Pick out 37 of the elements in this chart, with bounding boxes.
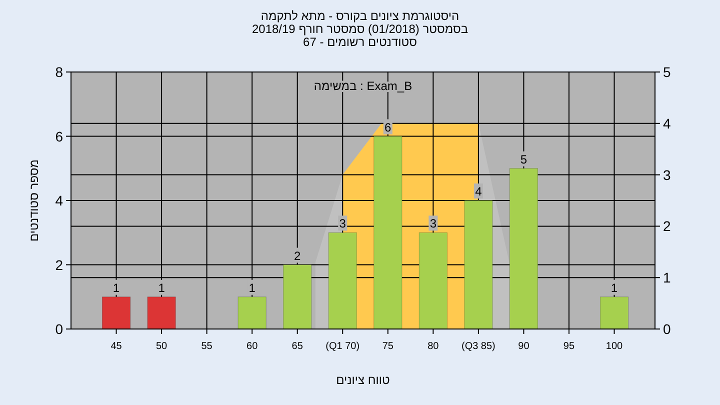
y2-tick-label: 2 xyxy=(663,218,671,234)
x-tick-label: 65 xyxy=(292,341,304,352)
x-tick-label: 100 xyxy=(606,341,624,352)
y2-tick-label: 0 xyxy=(663,321,671,337)
y2-tick-label: 3 xyxy=(663,166,671,183)
y2-tick-label: 4 xyxy=(663,115,671,132)
data-label: 6 xyxy=(384,120,392,134)
x-tick-label: 50 xyxy=(156,341,168,352)
y-axis-title: מספר סטודנטים xyxy=(27,159,41,242)
y-tick-label: 6 xyxy=(55,128,64,144)
chart-subtitle: בסמסטר (01/2018) סמסטר חורף 2018/19 סטודנטים רשומים - 67 xyxy=(252,22,468,49)
data-label: 1 xyxy=(610,280,618,295)
x-tick-label: 95 xyxy=(563,341,575,352)
y2-tick-label: 5 xyxy=(663,64,671,80)
y2-tick-label: 1 xyxy=(663,270,671,286)
x-tick-label: (Q3 85) xyxy=(461,341,496,352)
data-label: 1 xyxy=(112,280,120,295)
data-label: 1 xyxy=(248,280,256,295)
x-tick-label: 45 xyxy=(110,341,122,352)
chart-title: היסטוגרמת ציונים בקורס - מתא לתקמה xyxy=(260,9,460,23)
y-tick-label: 0 xyxy=(55,321,64,337)
data-label: 3 xyxy=(430,216,437,231)
data-label: 2 xyxy=(294,248,302,263)
x-tick-label: 80 xyxy=(428,341,440,352)
data-label: 3 xyxy=(339,216,346,231)
data-label: 5 xyxy=(520,152,528,166)
y-tick-label: 8 xyxy=(55,64,64,80)
data-label: 4 xyxy=(475,184,482,198)
y-tick-label: 2 xyxy=(55,256,64,273)
x-axis-title: טווח ציונים xyxy=(336,373,390,387)
x-tick-label: 60 xyxy=(246,341,258,352)
y-tick-label: 4 xyxy=(55,192,64,208)
x-tick-label: 90 xyxy=(518,341,530,352)
x-tick-label: (Q1 70) xyxy=(326,341,360,352)
x-tick-label: 55 xyxy=(201,341,213,352)
data-label: 1 xyxy=(158,280,166,295)
x-tick-label: 75 xyxy=(382,341,394,352)
